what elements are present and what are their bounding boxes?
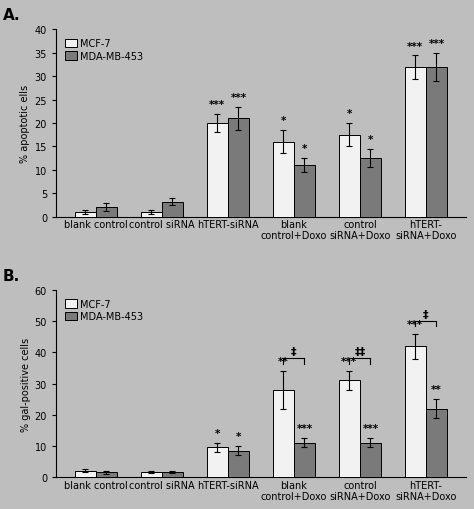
Text: **: **: [278, 357, 289, 366]
Text: B.: B.: [3, 268, 20, 283]
Text: **: **: [431, 385, 442, 394]
Text: ‡: ‡: [423, 309, 429, 319]
Text: *: *: [236, 432, 241, 441]
Bar: [360, 443, 381, 477]
Bar: [405, 347, 426, 477]
Bar: [405, 68, 426, 217]
Text: A.: A.: [3, 8, 20, 23]
Text: ***: ***: [341, 357, 357, 366]
Text: ***: ***: [209, 100, 225, 110]
Text: ***: ***: [407, 41, 423, 51]
Bar: [273, 143, 294, 217]
Bar: [162, 202, 183, 217]
Y-axis label: % gal-positive cells: % gal-positive cells: [20, 337, 30, 431]
Text: *: *: [368, 135, 373, 145]
Bar: [339, 381, 360, 477]
Legend: MCF-7, MDA-MB-453: MCF-7, MDA-MB-453: [61, 295, 147, 325]
Y-axis label: % apoptotic ells: % apoptotic ells: [20, 85, 30, 163]
Bar: [207, 124, 228, 217]
Text: ‡: ‡: [291, 347, 297, 356]
Bar: [75, 212, 96, 217]
Text: ***: ***: [407, 319, 423, 329]
Text: ‡‡: ‡‡: [354, 347, 365, 356]
Bar: [141, 472, 162, 477]
Bar: [294, 166, 315, 217]
Legend: MCF-7, MDA-MB-453: MCF-7, MDA-MB-453: [61, 35, 147, 66]
Text: *: *: [281, 116, 286, 126]
Bar: [141, 212, 162, 217]
Bar: [426, 68, 447, 217]
Bar: [273, 390, 294, 477]
Bar: [426, 409, 447, 477]
Text: ***: ***: [428, 39, 445, 49]
Bar: [96, 208, 117, 217]
Text: ***: ***: [363, 423, 379, 434]
Bar: [360, 159, 381, 217]
Text: ***: ***: [230, 93, 246, 103]
Bar: [162, 472, 183, 477]
Bar: [339, 135, 360, 217]
Bar: [294, 443, 315, 477]
Bar: [75, 471, 96, 477]
Text: *: *: [302, 144, 307, 154]
Bar: [207, 447, 228, 477]
Text: *: *: [346, 109, 352, 119]
Bar: [228, 450, 249, 477]
Bar: [96, 472, 117, 477]
Text: ***: ***: [296, 423, 312, 434]
Text: *: *: [215, 428, 220, 438]
Bar: [228, 119, 249, 217]
